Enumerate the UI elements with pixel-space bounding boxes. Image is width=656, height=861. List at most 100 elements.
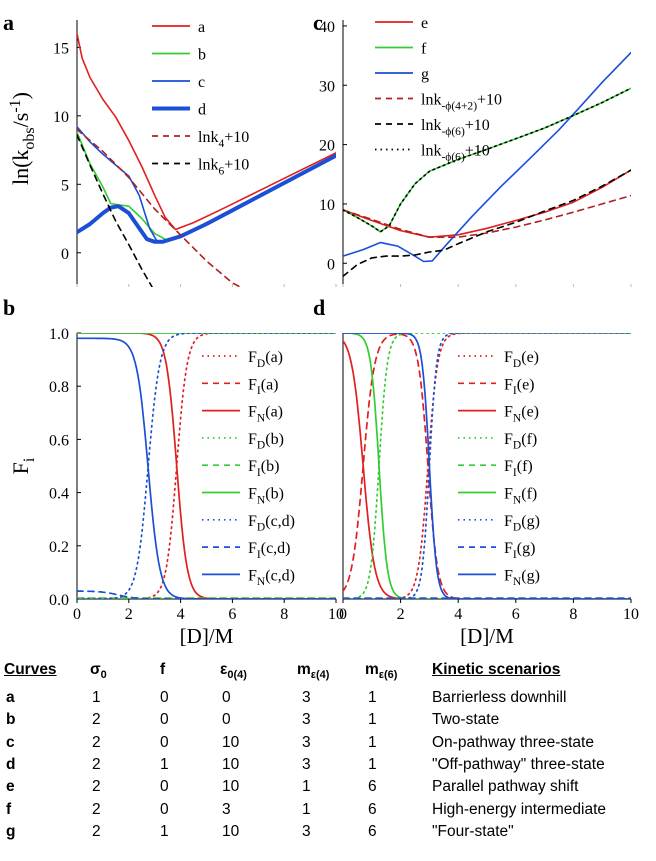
panel-label-b: b	[3, 295, 15, 320]
table-row: b 2 0 0 3 1 Two-state	[0, 711, 656, 733]
legend-label: FI(a)	[248, 376, 279, 397]
table-cell: 0	[222, 711, 231, 729]
legend-label: FI(g)	[504, 540, 535, 561]
y-axis-label: ln(kobs/s-1)	[7, 92, 38, 185]
legend-label: e	[421, 15, 428, 32]
y-tick-label: 0.8	[49, 379, 69, 396]
fraction-curve	[343, 333, 631, 599]
x-tick-label: 4	[177, 606, 185, 623]
x-axis-label: [D]/M	[460, 624, 514, 648]
table-cell: 1	[302, 778, 311, 796]
legend-label: FD(f)	[504, 431, 537, 452]
x-tick-label: 2	[397, 606, 405, 623]
fraction-curve	[77, 337, 336, 599]
table-cell: e	[6, 778, 15, 796]
fraction-curve	[77, 590, 336, 599]
table-header-cell: Curves	[4, 661, 57, 678]
legend-label: lnk4+10	[198, 129, 249, 150]
y-tick-label: 0.6	[49, 432, 69, 449]
y-tick-label: 10	[53, 109, 69, 126]
table-cell: "Off-pathway" three-state	[432, 755, 605, 773]
legend-label: FI(b)	[248, 458, 279, 479]
table-cell: g	[6, 822, 16, 840]
legend-label: lnk-ϕ(6)+10	[421, 143, 490, 164]
legend-label: lnk-ϕ(6)+10	[421, 117, 490, 138]
series-line	[77, 32, 336, 231]
y-tick-label: 1.0	[49, 326, 69, 343]
table-cell: a	[6, 689, 15, 706]
panel-b: b 0.0 0.2 0.4 0.6 0.8 1.0 0 2 4 6 8 10 [D]/M Fi FD(a) FI…	[3, 295, 344, 648]
x-tick-label: 0	[339, 606, 347, 623]
table-cell: 0	[160, 778, 169, 796]
legend-label: c	[198, 74, 205, 91]
series-line	[343, 194, 631, 238]
legend-label: FN(g)	[504, 567, 540, 588]
table-cell: 3	[302, 711, 311, 729]
table-cell: 0	[160, 800, 169, 818]
table-cell: 0	[222, 689, 231, 706]
table-row: c 2 0 10 3 1 On-pathway three-state	[0, 734, 656, 756]
plot-area	[343, 333, 631, 599]
y-tick-label: 30	[319, 78, 335, 95]
series-line	[343, 87, 631, 233]
table-row: f 2 0 3 1 6 High-energy intermediate	[0, 801, 656, 823]
plot-area	[343, 51, 631, 278]
table-cell: 2	[92, 800, 101, 818]
legend-label: FI(c,d)	[248, 540, 291, 561]
y-tick-label: 0.0	[49, 592, 69, 609]
table-cell: 3	[302, 689, 311, 706]
table-cell: 10	[222, 733, 240, 751]
table-cell: 2	[92, 778, 101, 796]
table-cell: "Four-state"	[432, 822, 514, 840]
y-tick-label: 0	[327, 256, 335, 273]
table-cell: 10	[222, 755, 240, 773]
plot-area	[77, 333, 336, 599]
table-cell: 1	[160, 755, 169, 773]
table-cell: Barrierless downhill	[432, 689, 567, 706]
panel-d: d 0 2 4 6 8 10 [D]/M FD(e) FI(e) FN(e) FD(f) FI(f) FN…	[313, 295, 639, 648]
x-tick-label: 6	[512, 606, 520, 623]
y-tick-label: 5	[61, 177, 69, 194]
legend-label: FD(g)	[504, 513, 540, 534]
y-tick-label: 0	[61, 246, 69, 263]
table-cell: 2	[92, 733, 101, 751]
legend: FD(a) FI(a) FN(a) FD(b) FI(b) FN(b) FD(c,d) FI(…	[202, 349, 295, 588]
fraction-curve	[343, 333, 631, 599]
legend-label: lnk6+10	[198, 157, 249, 178]
legend-label: FI(e)	[504, 376, 535, 397]
table-cell: 6	[368, 778, 377, 796]
table-cell: 1	[368, 755, 377, 773]
table-cell: 2	[92, 711, 101, 729]
figure: a051015ln(kobs/s-1)abcdlnk4+10lnk6+10c01…	[3, 10, 639, 648]
legend-label: a	[198, 19, 205, 36]
table-cell: b	[6, 711, 16, 729]
table-header-cell: Kinetic scenarios	[432, 661, 561, 678]
table-cell: High-energy intermediate	[432, 800, 607, 818]
legend-label: FI(f)	[504, 458, 533, 479]
x-tick-label: 4	[454, 606, 462, 623]
x-axis-label: [D]/M	[180, 624, 234, 648]
legend-label: f	[421, 41, 427, 58]
x-tick-label: 0	[73, 606, 81, 623]
series-line	[77, 134, 153, 287]
x-tick-label: 8	[569, 606, 577, 623]
y-tick-label: 20	[319, 138, 335, 155]
legend-label: FN(f)	[504, 486, 537, 507]
table-header-cell: f	[160, 661, 166, 678]
panel-c: c 0 10 20 30 40 efg lnk-ϕ(4+2)+10 lnk-ϕ(6)+10 lnk…	[313, 10, 632, 287]
legend-label: b	[198, 47, 206, 64]
table-cell: f	[6, 800, 12, 818]
x-tick-label: 10	[328, 606, 344, 623]
y-tick-label: 0.4	[49, 486, 69, 503]
legend-label: FN(a)	[248, 404, 283, 425]
table-cell: 1	[368, 733, 377, 751]
x-tick-label: 6	[228, 606, 236, 623]
fraction-curve	[343, 333, 631, 599]
table-cell: 0	[160, 733, 169, 751]
table-cell: 3	[302, 755, 311, 773]
y-axis-label: Fi	[8, 457, 38, 474]
table-cell: 3	[222, 800, 231, 818]
legend-label: FN(c,d)	[248, 567, 295, 588]
